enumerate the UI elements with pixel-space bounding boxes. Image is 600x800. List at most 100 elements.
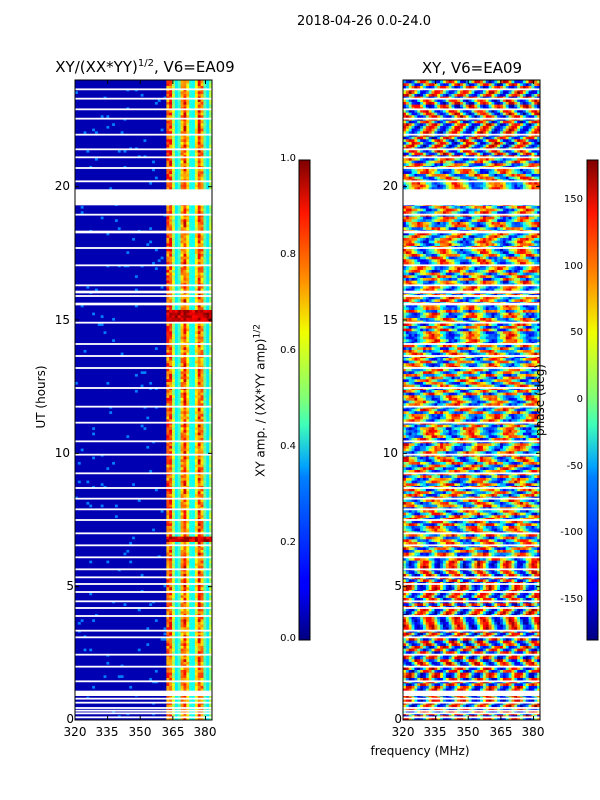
left-cell bbox=[163, 464, 167, 468]
left-cell bbox=[112, 560, 116, 564]
left-cell bbox=[160, 672, 165, 676]
left-cell bbox=[92, 501, 96, 505]
left-cell bbox=[197, 501, 202, 505]
left-cell bbox=[143, 490, 147, 494]
left-cell bbox=[152, 624, 156, 628]
left-cell bbox=[200, 669, 205, 673]
left-cell bbox=[197, 525, 202, 529]
left-cell bbox=[169, 618, 173, 622]
left-cell bbox=[163, 656, 167, 660]
left-cell bbox=[112, 645, 116, 649]
left-cell bbox=[80, 616, 85, 620]
left-cell bbox=[160, 589, 165, 593]
left-cell bbox=[114, 613, 119, 617]
left-cell bbox=[143, 546, 147, 550]
left-cell bbox=[189, 613, 193, 617]
left-cell bbox=[174, 554, 179, 558]
left-cell bbox=[180, 632, 185, 636]
left-cell bbox=[114, 658, 119, 662]
left-cell bbox=[83, 445, 88, 449]
left-cell bbox=[186, 573, 190, 577]
left-cell bbox=[209, 450, 212, 454]
left-cell bbox=[203, 608, 207, 612]
left-cell bbox=[180, 514, 185, 518]
left-cell bbox=[163, 485, 167, 489]
left-cell bbox=[106, 525, 110, 529]
left-cell bbox=[194, 602, 199, 606]
left-cell bbox=[163, 504, 167, 508]
left-cell bbox=[143, 589, 147, 593]
left-cell bbox=[106, 493, 110, 497]
left-cell bbox=[177, 448, 182, 452]
left-cell bbox=[200, 618, 205, 622]
left-cell bbox=[189, 469, 193, 473]
left-cell bbox=[206, 688, 210, 692]
left-cell bbox=[169, 456, 173, 460]
left-cell bbox=[120, 618, 125, 622]
left-cell bbox=[174, 504, 179, 508]
left-cell bbox=[174, 565, 179, 569]
left-cell bbox=[109, 581, 113, 585]
left-cell bbox=[209, 466, 212, 470]
left-cell bbox=[180, 589, 185, 593]
left-cell bbox=[86, 445, 90, 449]
left-cell bbox=[186, 464, 190, 468]
left-cell bbox=[140, 485, 145, 489]
left-cell bbox=[160, 514, 165, 518]
left-cell bbox=[166, 536, 170, 540]
left-cell bbox=[197, 669, 202, 673]
left-cell bbox=[94, 698, 99, 702]
left-cell bbox=[146, 602, 150, 606]
left-cell bbox=[160, 512, 165, 516]
left-cell bbox=[203, 565, 207, 569]
left-cell bbox=[200, 677, 205, 681]
left-cell bbox=[100, 714, 105, 718]
left-cell bbox=[149, 656, 153, 660]
left-cell bbox=[114, 498, 119, 502]
left-cell bbox=[75, 506, 79, 510]
left-cell bbox=[152, 469, 156, 473]
left-cell bbox=[146, 586, 150, 590]
left-cell bbox=[197, 618, 202, 622]
left-cell bbox=[180, 688, 185, 692]
left-cell bbox=[132, 634, 136, 638]
left-cell bbox=[172, 514, 176, 518]
left-cell bbox=[92, 685, 96, 689]
left-cell bbox=[157, 480, 162, 484]
left-cell bbox=[97, 477, 102, 481]
left-cell bbox=[120, 624, 125, 628]
left-cell bbox=[140, 584, 145, 588]
left-cell bbox=[75, 677, 79, 681]
left-cell bbox=[83, 658, 88, 662]
left-cell bbox=[186, 458, 190, 462]
left-cell bbox=[169, 594, 173, 598]
left-cell bbox=[189, 592, 193, 596]
left-cell bbox=[160, 578, 165, 582]
left-cell bbox=[194, 658, 199, 662]
left-cell bbox=[177, 520, 182, 524]
left-cell bbox=[197, 664, 202, 668]
left-cell bbox=[86, 626, 90, 630]
left-cell bbox=[123, 464, 127, 468]
left-cell bbox=[117, 714, 122, 718]
left-cell bbox=[92, 621, 96, 625]
left-cell bbox=[203, 445, 207, 449]
left-cell bbox=[140, 717, 145, 720]
left-cell bbox=[180, 501, 185, 505]
left-cell bbox=[137, 685, 142, 689]
left-cell bbox=[106, 650, 110, 654]
left-cell bbox=[77, 490, 82, 494]
left-cell bbox=[77, 469, 82, 473]
left-cell bbox=[146, 648, 150, 652]
left-cell bbox=[154, 669, 159, 673]
left-cell bbox=[200, 674, 205, 678]
left-cell bbox=[169, 474, 173, 478]
left-cell bbox=[186, 557, 190, 561]
left-cell bbox=[114, 488, 119, 492]
left-cell bbox=[180, 661, 185, 665]
left-cell bbox=[109, 520, 113, 524]
left-cell bbox=[177, 661, 182, 665]
left-cell bbox=[83, 682, 88, 686]
left-cell bbox=[77, 522, 82, 526]
left-cell bbox=[92, 445, 96, 449]
